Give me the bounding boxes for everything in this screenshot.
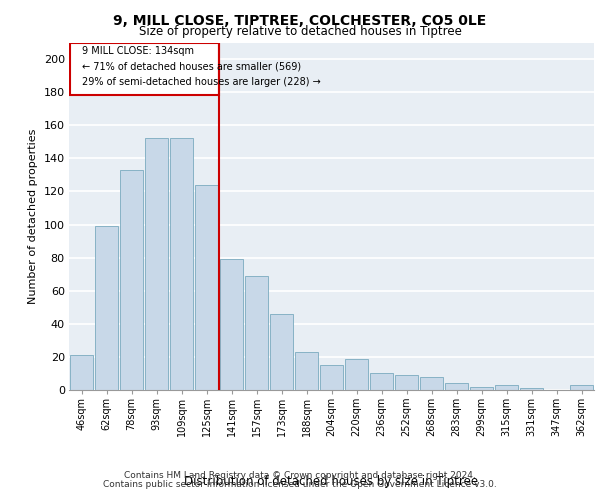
Bar	[95, 226, 118, 390]
Bar	[370, 374, 394, 390]
Bar	[520, 388, 544, 390]
Bar	[569, 385, 593, 390]
Bar	[220, 260, 244, 390]
Bar	[170, 138, 193, 390]
Y-axis label: Number of detached properties: Number of detached properties	[28, 128, 38, 304]
Bar	[494, 385, 518, 390]
Bar	[445, 384, 469, 390]
Bar	[145, 138, 169, 390]
Bar	[419, 377, 443, 390]
Text: 29% of semi-detached houses are larger (228) →: 29% of semi-detached houses are larger (…	[82, 77, 320, 87]
Bar	[344, 358, 368, 390]
Bar	[269, 314, 293, 390]
Bar	[295, 352, 319, 390]
Bar	[395, 375, 418, 390]
X-axis label: Distribution of detached houses by size in Tiptree: Distribution of detached houses by size …	[184, 476, 479, 488]
Bar	[245, 276, 268, 390]
Bar	[194, 185, 218, 390]
Text: ← 71% of detached houses are smaller (569): ← 71% of detached houses are smaller (56…	[82, 62, 301, 72]
Bar	[320, 365, 343, 390]
FancyBboxPatch shape	[70, 42, 219, 96]
Bar	[70, 355, 94, 390]
Text: 9 MILL CLOSE: 134sqm: 9 MILL CLOSE: 134sqm	[82, 46, 193, 56]
Bar	[470, 386, 493, 390]
Text: Contains public sector information licensed under the Open Government Licence v3: Contains public sector information licen…	[103, 480, 497, 489]
Text: Size of property relative to detached houses in Tiptree: Size of property relative to detached ho…	[139, 25, 461, 38]
Text: 9, MILL CLOSE, TIPTREE, COLCHESTER, CO5 0LE: 9, MILL CLOSE, TIPTREE, COLCHESTER, CO5 …	[113, 14, 487, 28]
Text: Contains HM Land Registry data © Crown copyright and database right 2024.: Contains HM Land Registry data © Crown c…	[124, 471, 476, 480]
Bar	[119, 170, 143, 390]
